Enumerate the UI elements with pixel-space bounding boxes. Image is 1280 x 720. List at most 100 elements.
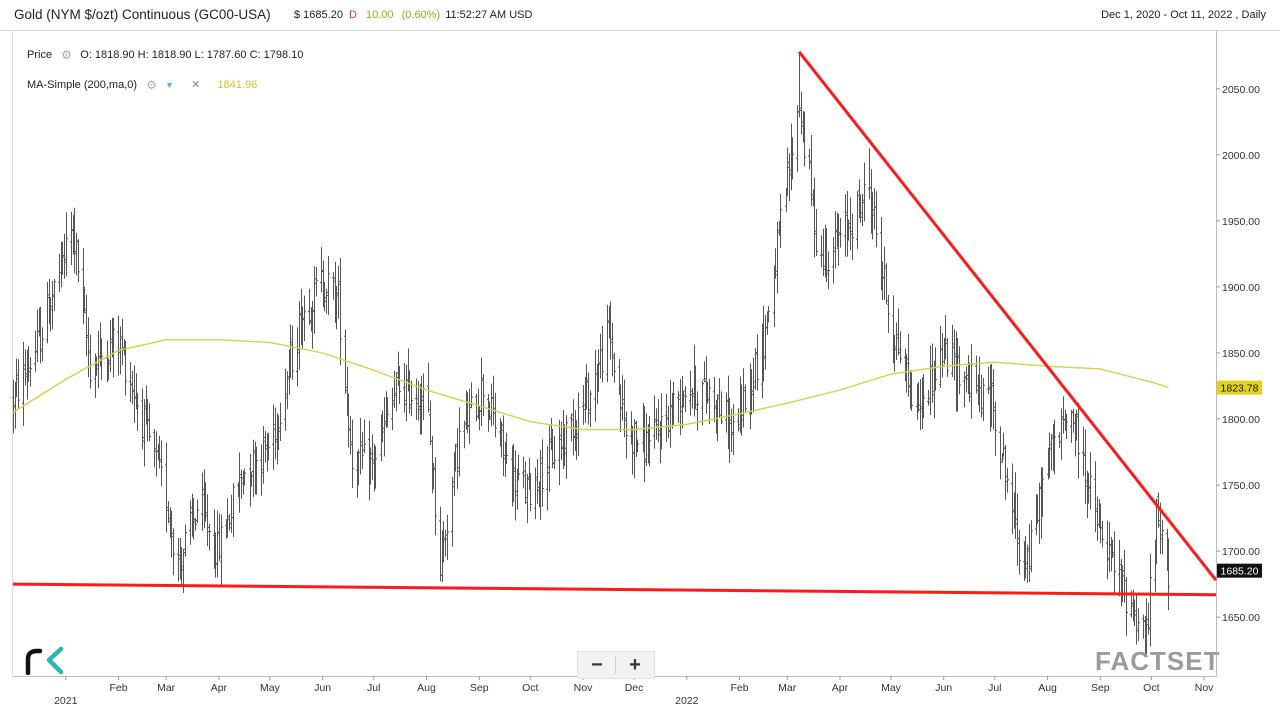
ma-chevron-down-icon[interactable]: ▼: [165, 80, 175, 90]
ohlc-bar: [51, 280, 54, 330]
ohlc-bar: [623, 379, 626, 438]
ohlc-bar: [822, 228, 825, 277]
ohlc-bar: [165, 442, 168, 533]
ohlc-bar: [189, 500, 192, 545]
y-tick-label: 1850.00: [1222, 348, 1260, 360]
price-settings-gear-icon[interactable]: ⚙: [61, 48, 72, 62]
ohlc-bar: [951, 324, 954, 377]
ohlc-bar: [75, 232, 78, 276]
x-tick-label: Dec: [625, 682, 644, 694]
ohlc-bar: [228, 514, 231, 531]
ohlc-bar: [703, 361, 706, 383]
ohlc-bar: [953, 329, 956, 381]
ohlc-bar: [694, 365, 697, 410]
ohlc-bar: [1149, 553, 1152, 647]
ohlc-bar: [1036, 494, 1039, 524]
ohlc-bar: [742, 368, 745, 428]
ohlc-bar: [160, 440, 163, 487]
ohlc-bar: [871, 192, 874, 240]
zoom-in-button[interactable]: +: [629, 654, 641, 676]
ohlc-bar: [1145, 598, 1148, 655]
y-tick-label: 1950.00: [1222, 216, 1260, 228]
ohlc-bar: [691, 387, 694, 409]
ohlc-bar: [1094, 461, 1097, 533]
ohlc-bar: [725, 392, 728, 433]
price-direction: D: [349, 9, 357, 21]
ohlc-bar: [361, 431, 364, 470]
ma-remove-close-icon[interactable]: ✕: [191, 79, 201, 91]
ohlc-bar: [153, 429, 156, 468]
ohlc-bar: [684, 386, 687, 412]
ohlc-bar: [861, 193, 864, 226]
ohlc-bar: [851, 213, 854, 260]
ma-settings-gear-icon[interactable]: ⚙: [146, 78, 157, 92]
ohlc-bar: [897, 308, 900, 356]
ohlc-bar: [267, 432, 270, 461]
ohlc-bar: [77, 239, 80, 283]
x-tick-label: Oct: [522, 682, 538, 694]
plot-area[interactable]: [12, 31, 1217, 675]
ohlc-bar: [456, 428, 459, 489]
ohlc-bar: [158, 435, 161, 469]
ohlc-bar: [1077, 402, 1080, 479]
ohlc-bar: [410, 380, 413, 417]
ohlc-bar: [301, 306, 304, 349]
ohlc-bar: [313, 266, 316, 334]
last-price: $ 1685.20: [294, 9, 343, 21]
ohlc-bar: [264, 431, 267, 463]
ohlc-bar: [204, 482, 207, 522]
ohlc-bar: [1016, 493, 1019, 566]
ohlc-bar: [15, 358, 18, 398]
ohlc-bar: [922, 374, 925, 419]
ohlc-bar: [488, 401, 491, 421]
ohlc-bar: [315, 267, 318, 297]
ohlc-bar: [931, 343, 934, 403]
ohlc-bar: [70, 211, 73, 265]
ohlc-bar: [609, 301, 612, 360]
ohlc-bar: [636, 439, 639, 453]
ohlc-bar: [46, 281, 49, 344]
ohlc-bar: [810, 135, 813, 207]
ohlc-bar: [587, 372, 590, 425]
price-last-badge-bg: [1217, 563, 1262, 578]
ohlc-bar: [625, 411, 628, 459]
ohlc-bar: [177, 537, 180, 582]
ohlc-bar: [572, 399, 575, 456]
ohlc-bar: [36, 309, 39, 363]
zoom-out-button[interactable]: −: [591, 654, 603, 676]
ohlc-bar: [172, 528, 175, 576]
ohlc-bar: [1060, 408, 1063, 460]
ohlc-bar: [682, 390, 685, 408]
ohlc-bar: [606, 304, 609, 383]
date-range[interactable]: Dec 1, 2020 - Oct 11, 2022 , Daily: [1101, 9, 1266, 21]
ohlc-bar: [994, 401, 997, 456]
ohlc-bar: [529, 473, 532, 512]
ohlc-bar: [24, 349, 27, 386]
ohlc-bar: [669, 380, 672, 448]
ohlc-bar: [146, 399, 149, 442]
ohlc-bar: [494, 392, 497, 438]
ohlc-bar: [208, 523, 211, 551]
ohlc-bar: [611, 322, 614, 377]
ohlc-bar: [881, 261, 884, 301]
ohlc-bar: [339, 257, 342, 366]
ohlc-bar: [286, 371, 289, 410]
y-tick-label: 1750.00: [1222, 480, 1260, 492]
ma-label: MA-Simple (200,ma,0): [27, 79, 138, 91]
ohlc-bar: [1108, 522, 1111, 573]
ohlc-bar: [429, 400, 432, 446]
ohlc-bar: [895, 322, 898, 360]
ohlc-bar: [1121, 565, 1124, 603]
ohlc-bar: [718, 377, 721, 418]
ohlc-bar: [779, 194, 782, 249]
ohlc-bar: [720, 391, 723, 425]
ohlc-bar: [990, 364, 993, 427]
ohlc-bar: [551, 428, 554, 469]
ohlc-bar: [148, 403, 151, 442]
ohlc-bar: [1011, 463, 1014, 535]
resistance-trendline: [797, 50, 1218, 582]
ohlc-bar: [22, 341, 25, 426]
x-tick-label: Jun: [935, 682, 952, 694]
ohlc-bar: [386, 397, 389, 428]
ohlc-bar: [1058, 432, 1061, 449]
